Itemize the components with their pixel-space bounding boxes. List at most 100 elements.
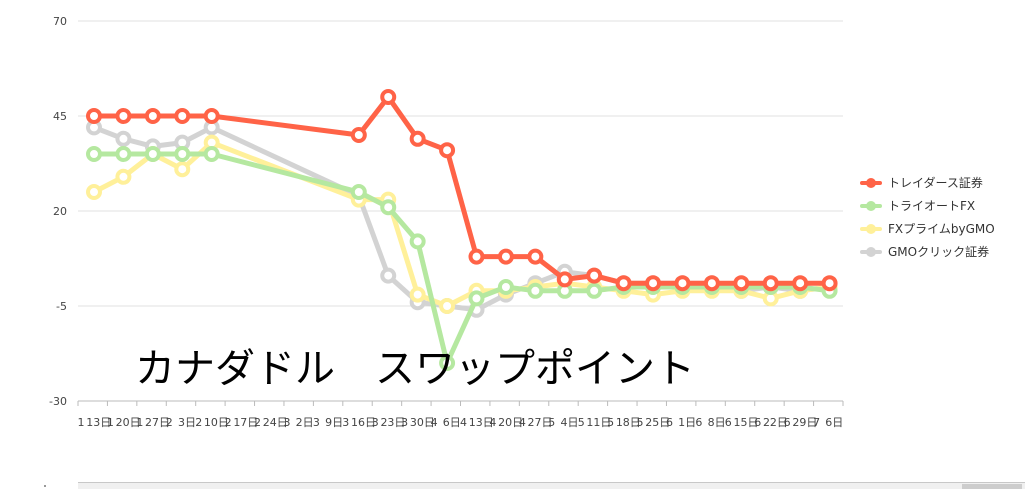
x-tick-label: 8日 [708, 416, 726, 429]
x-tick-label: 3 [313, 416, 320, 429]
x-tick-label: 4 [519, 416, 526, 429]
data-point [733, 275, 750, 292]
x-tick-label: 27日 [528, 416, 553, 429]
y-tick-label: 70 [53, 15, 67, 28]
data-point [115, 168, 132, 185]
data-point [439, 355, 456, 371]
x-tick-label: 16日 [351, 416, 376, 429]
x-tick-label: 25日 [645, 416, 670, 429]
data-point [468, 248, 485, 265]
scrollbar-thumb[interactable] [962, 484, 1022, 489]
data-point [527, 282, 544, 299]
x-tick-label: 30日 [410, 416, 435, 429]
legend-swatch-dot [866, 247, 876, 257]
y-tick-label: 20 [53, 205, 67, 218]
data-point [497, 279, 514, 295]
data-point [144, 108, 161, 124]
legend-swatch-dot [866, 201, 876, 211]
data-point [174, 108, 191, 124]
x-tick-label: 2 [166, 416, 173, 429]
x-tick-label: 1日 [678, 416, 696, 429]
data-point [703, 275, 720, 292]
x-tick-label: 17日 [233, 416, 258, 429]
legend-label: GMOクリック証券 [888, 244, 989, 259]
x-tick-label: 27日 [145, 416, 170, 429]
data-point [556, 271, 573, 288]
data-point [792, 275, 809, 292]
x-tick-label: 1 [136, 416, 143, 429]
data-point [203, 108, 220, 124]
legend-label: トレイダース証券 [888, 175, 983, 190]
x-tick-label: 6日 [825, 416, 843, 429]
x-tick-label: 2 [225, 416, 232, 429]
data-point [203, 146, 220, 162]
series-layer [86, 89, 838, 371]
x-tick-label: 15日 [734, 416, 759, 429]
data-point [115, 108, 132, 124]
x-tick-label: 29日 [792, 416, 817, 429]
data-point [615, 275, 632, 292]
x-tick-label: 13日 [86, 416, 111, 429]
x-tick-label: 6 [784, 416, 791, 429]
data-point [86, 184, 102, 200]
data-point [439, 298, 456, 314]
legend-swatch-dot [866, 224, 876, 234]
horizontal-scrollbar[interactable] [78, 482, 1025, 489]
data-point [468, 290, 485, 307]
data-point [174, 161, 191, 178]
data-point [409, 130, 426, 147]
x-tick-label: 2 [195, 416, 202, 429]
x-tick-label: 24日 [263, 416, 288, 429]
x-tick-label: 6 [754, 416, 761, 429]
x-tick-label: 23日 [380, 416, 405, 429]
x-tick-label: 5 [578, 416, 585, 429]
x-tick-label: 3 [372, 416, 379, 429]
x-tick-label: 10日 [204, 416, 229, 429]
x-tick-label: 20日 [116, 416, 141, 429]
x-tick-label: 22日 [763, 416, 788, 429]
series-トレイダース証券 [86, 89, 838, 292]
x-tick-label: 6 [666, 416, 673, 429]
x-tick-label: 1 [107, 416, 114, 429]
x-tick-label: 9日 [325, 416, 343, 429]
data-point [350, 184, 367, 200]
data-point [174, 146, 191, 162]
data-point [380, 267, 397, 284]
x-tick-label: 6 [725, 416, 732, 429]
data-point [497, 248, 514, 265]
x-tick-label: 5 [607, 416, 614, 429]
x-tick-label: 11日 [586, 416, 611, 429]
data-point [350, 127, 367, 143]
x-tick-label: 18日 [616, 416, 641, 429]
data-point [115, 130, 132, 147]
data-point [439, 142, 456, 159]
x-tick-label: 4 [489, 416, 496, 429]
x-tick-label: 5 [548, 416, 555, 429]
data-point [586, 282, 603, 299]
legend-label: トライオートFX [888, 199, 975, 213]
data-point [115, 146, 132, 162]
y-tick-label: -30 [49, 395, 67, 408]
data-point [821, 275, 838, 292]
data-point [380, 89, 397, 105]
x-tick-label: 4日 [560, 416, 578, 429]
legend-label: FXプライムbyGMO [888, 222, 995, 236]
data-point [527, 248, 544, 265]
x-tick-label: 4 [460, 416, 467, 429]
data-point [86, 108, 102, 124]
y-tick-label: -5 [56, 300, 67, 313]
x-tick-label: 5 [637, 416, 644, 429]
x-tick-label: 6日 [443, 416, 461, 429]
data-point [586, 267, 603, 284]
x-tick-label: 3 [342, 416, 349, 429]
scroll-marker [44, 485, 46, 487]
data-point [645, 275, 662, 292]
x-tick-label: 2日 [296, 416, 314, 429]
data-point [144, 146, 161, 162]
data-point [86, 146, 102, 162]
x-tick-label: 3 [401, 416, 408, 429]
y-axis: 70 45 20 -5 -30 [49, 15, 67, 408]
